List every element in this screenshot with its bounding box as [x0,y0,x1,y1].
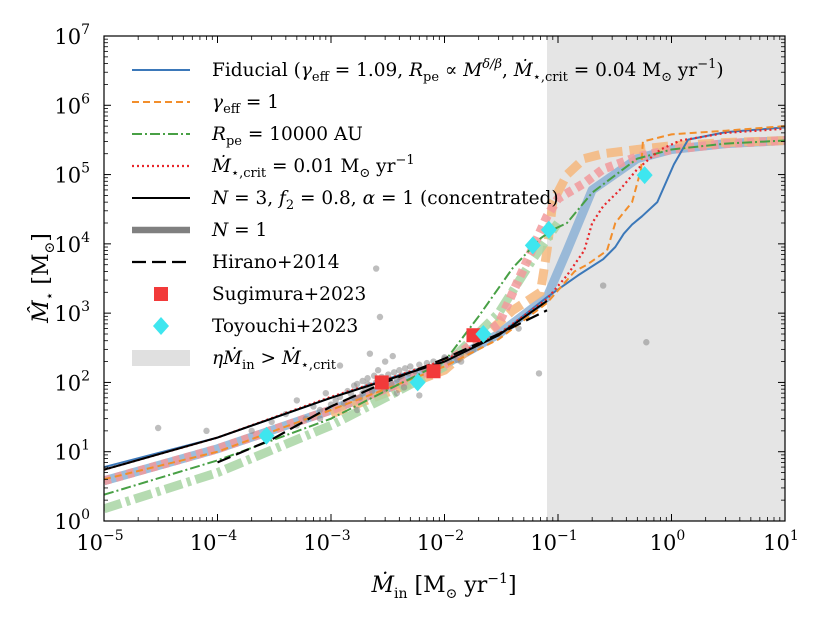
legend-entry: N = 3, f2 = 0.8, α = 1 (concentrated) [132,188,559,213]
background-point [366,350,374,357]
background-point [316,415,324,422]
y-tick-label: 106 [54,91,90,118]
x-tick-label: 10−4 [190,528,237,555]
background-point [154,424,162,432]
legend-label: Toyouchi+2023 [212,316,358,337]
x-tick-label: 10−5 [76,528,123,555]
background-point [322,389,330,397]
background-point [407,363,414,370]
background-point [389,352,396,360]
y-tick-label: 107 [54,22,90,49]
x-tick-label: 10−1 [530,528,577,555]
background-point [396,367,403,374]
sugimura-point [466,328,481,343]
legend-entry: Fiducial (γeff = 1.09, Rpe ∝ Mδ/β, Ṁ⋆,cr… [132,57,724,85]
legend-entry: Rpe = 10000 AU [132,124,363,149]
series-line-2 [104,139,785,496]
legend-swatch [153,317,169,335]
toyouchi-point [409,373,426,392]
background-point [374,367,382,374]
background-point [515,325,522,332]
legend-label: N = 3, f2 = 0.8, α = 1 (concentrated) [211,188,559,213]
legend-entry: Hirano+2014 [132,252,340,273]
background-point [401,365,409,372]
x-tick-label: 101 [763,528,799,555]
toyouchi-point [258,426,275,445]
legend-label: Ṁ⋆,crit = 0.01 M⊙ yr−1 [211,153,415,181]
legend-swatch [132,350,190,366]
background-point [388,380,395,388]
background-point [359,377,366,385]
legend-label: Sugimura+2023 [212,284,366,305]
legend-label: N = 1 [211,220,267,241]
background-point [293,397,301,404]
legend-swatch [154,287,168,301]
background-point [364,375,371,382]
series-line-1 [104,125,785,481]
y-tick-label: 105 [54,161,90,188]
background-point [316,406,324,414]
x-tick-label: 100 [650,528,686,555]
shaded-region [547,36,785,521]
y-tick-label: 103 [54,299,90,326]
background-point [535,370,543,377]
legend-label: Rpe = 10000 AU [211,124,363,149]
toyouchi-point [475,324,492,343]
background-point [416,392,423,399]
y-tick-label: 104 [54,230,90,257]
x-tick-label: 10−2 [417,528,464,555]
legend-entry: N = 1 [132,220,267,241]
background-point [332,397,339,404]
thick-band-1 [329,136,785,419]
background-point [353,406,361,414]
legend-entry: Toyouchi+2023 [153,316,358,337]
y-tick-label: 100 [54,507,90,534]
legend-label: Hirano+2014 [212,252,340,273]
toyouchi-point [540,220,557,239]
legend-label: ηṀin > Ṁ⋆,crit [212,346,337,373]
background-point [336,362,344,369]
sugimura-point [426,364,441,379]
legend-label: γeff = 1 [212,92,279,117]
background-point [372,265,380,272]
background-point [381,358,389,365]
x-tick-label: 10−3 [303,528,350,555]
background-point [376,313,384,321]
legend: Fiducial (γeff = 1.09, Rpe ∝ Mδ/β, Ṁ⋆,cr… [132,57,724,373]
legend-label: Fiducial (γeff = 1.09, Rpe ∝ Mδ/β, Ṁ⋆,cr… [212,57,724,85]
background-point [643,339,650,346]
background-point [430,358,437,365]
legend-entry: Sugimura+2023 [154,284,366,305]
background-point [393,389,401,397]
background-point [203,427,210,435]
background-point [400,384,408,391]
background-point [390,369,398,376]
background-point [416,361,423,368]
sugimura-point [374,375,389,390]
y-axis-label: M̂⋆ [M⊙] [28,233,58,324]
legend-entry: γeff = 1 [132,92,279,117]
background-point [353,380,361,388]
legend-entry: Ṁ⋆,crit = 0.01 M⊙ yr−1 [132,153,415,181]
x-axis-label: Ṁin [M⊙ yr−1] [370,571,516,602]
toyouchi-point [636,166,653,185]
background-point [248,427,255,435]
y-tick-label: 102 [54,368,90,395]
y-tick-label: 101 [54,438,90,465]
background-point [599,282,607,289]
toyouchi-point [524,236,541,255]
legend-entry: ηṀin > Ṁ⋆,crit [132,346,337,373]
